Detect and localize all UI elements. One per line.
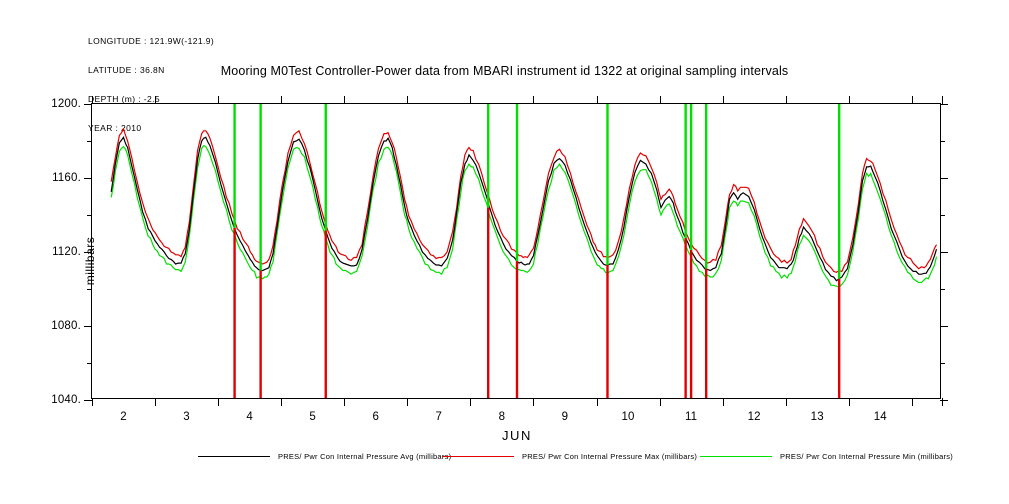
y-tick-minor-right [940,141,945,142]
x-tick [281,398,283,406]
y-tick-major-right [940,178,948,179]
x-tick-top [533,96,535,104]
x-tick [533,398,535,406]
metadata-longitude: LONGITUDE : 121.9W(-121.9) [88,36,215,47]
x-tick-top [218,96,220,104]
plot-canvas [92,104,940,398]
y-tick-minor [87,363,92,364]
x-tick-label: 2 [120,411,127,423]
x-tick [596,398,598,406]
x-tick-label: 14 [873,411,887,423]
y-tick-label: 1160. [52,172,81,184]
x-tick-top [722,96,724,104]
x-tick-label: 11 [684,411,698,423]
x-tick [848,398,850,406]
legend-label-min: PRES/ Pwr Con Internal Pressure Min (mil… [780,452,954,461]
y-tick-major [84,400,92,401]
y-tick-minor [87,289,92,290]
x-tick [659,398,661,406]
y-tick-minor-right [940,289,945,290]
legend-swatch-min [700,456,772,457]
x-tick-label: 12 [747,411,761,423]
chart-title: Mooring M0Test Controller-Power data fro… [220,64,789,78]
metadata-block: LONGITUDE : 121.9W(-121.9) LATITUDE : 36… [88,18,214,152]
x-tick-label: 6 [372,411,380,423]
y-tick-minor [87,141,92,142]
y-tick-major [84,104,92,105]
x-tick-top [596,96,598,104]
x-tick [785,398,787,406]
legend-label-max: PRES/ Pwr Con Internal Pressure Max (mil… [522,452,698,461]
x-tick [155,398,157,406]
legend: PRES/ Pwr Con Internal Pressure Avg (mil… [0,452,1009,470]
x-tick-top [911,96,913,104]
series-canvas [110,104,938,398]
legend-item-avg: PRES/ Pwr Con Internal Pressure Avg (mil… [198,452,451,461]
y-tick-major-right [940,400,948,401]
y-tick-major-right [940,104,948,105]
y-tick-label: 1080. [51,320,81,332]
x-tick [911,398,913,406]
legend-swatch-max [442,456,514,457]
y-tick-label: 1200. [51,98,81,110]
y-tick-major [84,252,92,253]
legend-item-max: PRES/ Pwr Con Internal Pressure Max (mil… [442,452,697,461]
legend-swatch-avg [198,456,270,457]
plot-area: millibars 1040. 1080. 1120. 1160. 1200. 2 3 4 5 6… [51,96,948,443]
x-tick-top [848,96,850,104]
metadata-year: YEAR : 2010 [88,122,142,133]
y-tick-minor [87,215,92,216]
x-tick [92,398,93,406]
x-tick-label: 9 [561,411,569,423]
legend-label-avg: PRES/ Pwr Con Internal Pressure Avg (mil… [278,452,452,461]
legend-item-min: PRES/ Pwr Con Internal Pressure Min (mil… [700,452,953,461]
y-tick-label: 1120. [52,246,81,258]
x-tick-label: 5 [309,411,317,423]
y-tick-major [84,326,92,327]
x-tick-top [470,96,472,104]
x-tick-label: 3 [183,411,190,423]
x-tick-top [942,96,943,104]
x-tick-label: 8 [498,411,506,423]
x-axis-label: JUN [501,428,533,443]
x-tick-label: 10 [621,411,635,423]
y-tick-minor-right [940,215,945,216]
y-tick-major-right [940,252,948,253]
x-tick [218,398,220,406]
y-tick-label: 1040. [51,394,81,406]
y-tick-major [84,178,92,179]
x-tick [942,398,943,406]
x-tick [470,398,472,406]
x-tick [722,398,724,406]
x-tick-label: 4 [246,411,253,423]
metadata-latitude: LATITUDE : 36.8N [88,64,165,75]
x-tick-label: 13 [810,411,824,423]
x-tick-label: 7 [435,411,443,423]
x-tick [344,398,346,406]
x-tick-top [785,96,787,104]
x-tick-top [281,96,283,104]
metadata-depth: DEPTH (m) : -2.5 [88,93,161,104]
y-tick-minor-right [940,363,945,364]
x-tick-top [407,96,409,104]
x-tick-top [155,96,157,104]
x-tick-top [92,96,93,104]
y-tick-major-right [940,326,948,327]
x-tick-top [344,96,346,104]
x-tick-top [659,96,661,104]
x-tick [407,398,409,406]
